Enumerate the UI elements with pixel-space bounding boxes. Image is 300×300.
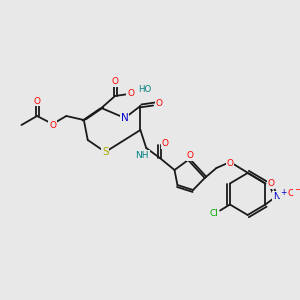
Text: O: O [34, 97, 40, 106]
Text: O: O [161, 140, 168, 148]
Text: −: − [294, 185, 300, 194]
Text: N: N [273, 192, 280, 201]
Text: O: O [287, 189, 294, 198]
Text: S: S [102, 147, 109, 157]
Text: O: O [155, 98, 162, 107]
Text: NH: NH [136, 151, 149, 160]
Text: O: O [187, 152, 194, 160]
Text: Cl: Cl [210, 209, 219, 218]
Text: O: O [127, 88, 134, 98]
Text: O: O [226, 158, 234, 167]
Text: HO: HO [138, 85, 152, 94]
Text: O: O [112, 77, 118, 86]
Text: O: O [268, 179, 275, 188]
Text: +: + [280, 188, 286, 197]
Text: O: O [49, 121, 56, 130]
Text: N: N [121, 113, 129, 123]
